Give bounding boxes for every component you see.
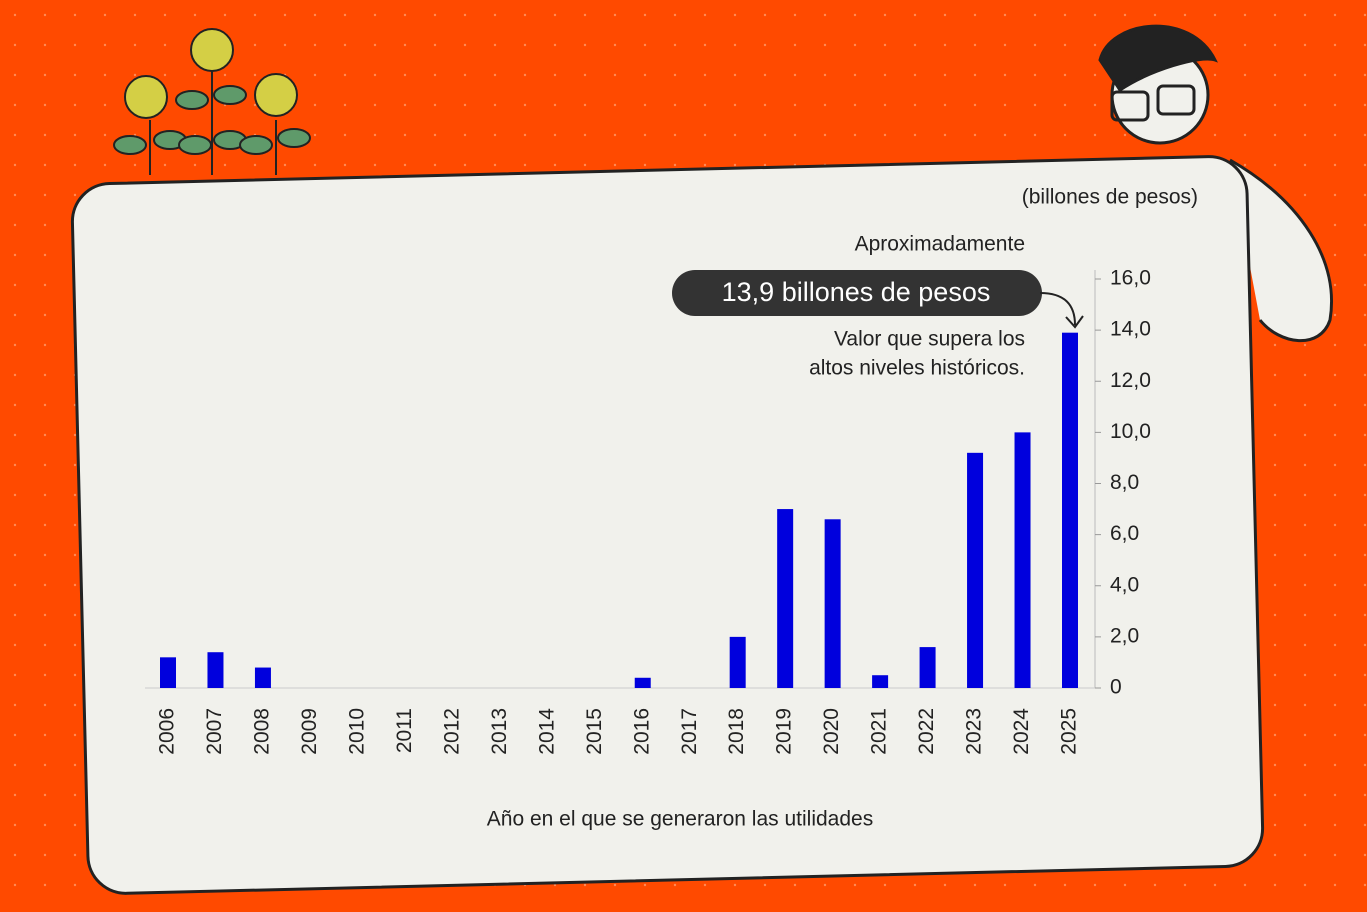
y-tick-label: 14,0 bbox=[1110, 318, 1151, 341]
y-tick-label: 10,0 bbox=[1110, 420, 1151, 443]
x-tick-label: 2012 bbox=[440, 708, 463, 755]
x-tick-label: 2010 bbox=[345, 708, 368, 755]
bar bbox=[1062, 333, 1078, 688]
x-tick-label: 2006 bbox=[156, 708, 179, 755]
x-tick-label: 2025 bbox=[1058, 708, 1081, 755]
y-tick-label: 4,0 bbox=[1110, 573, 1139, 596]
x-tick-label: 2014 bbox=[535, 708, 558, 755]
x-tick-label: 2021 bbox=[868, 708, 891, 755]
x-tick-label: 2017 bbox=[678, 708, 701, 755]
x-tick-label: 2015 bbox=[583, 708, 606, 755]
y-tick-label: 16,0 bbox=[1110, 267, 1151, 290]
annotation-note: Valor que supera los bbox=[834, 328, 1025, 351]
bar bbox=[255, 668, 271, 688]
y-tick-label: 2,0 bbox=[1110, 624, 1139, 647]
x-tick-label: 2013 bbox=[488, 708, 511, 755]
card bbox=[72, 156, 1264, 894]
x-tick-label: 2011 bbox=[393, 708, 416, 753]
x-tick-label: 2020 bbox=[820, 708, 843, 755]
bar bbox=[730, 637, 746, 688]
bar bbox=[635, 678, 651, 688]
bar bbox=[825, 519, 841, 688]
x-tick-label: 2008 bbox=[250, 708, 273, 755]
x-tick-label: 2022 bbox=[915, 708, 938, 755]
x-axis-label: Año en el que se generaron las utilidade… bbox=[487, 808, 873, 831]
bar bbox=[1015, 432, 1031, 688]
annotation-highlight: 13,9 billones de pesos bbox=[722, 277, 991, 307]
y-tick-label: 12,0 bbox=[1110, 369, 1151, 392]
y-tick-label: 8,0 bbox=[1110, 471, 1139, 494]
bar bbox=[207, 652, 223, 688]
chart: (billones de pesos) Aproximadamente 13,9… bbox=[0, 0, 1367, 912]
x-tick-label: 2019 bbox=[773, 708, 796, 755]
bar bbox=[160, 657, 176, 688]
annotation-note: altos niveles históricos. bbox=[809, 357, 1025, 380]
bar bbox=[777, 509, 793, 688]
y-tick-label: 6,0 bbox=[1110, 522, 1139, 545]
bar bbox=[967, 453, 983, 688]
bar bbox=[872, 675, 888, 688]
x-tick-label: 2018 bbox=[725, 708, 748, 755]
x-tick-label: 2016 bbox=[630, 708, 653, 755]
x-tick-label: 2009 bbox=[298, 708, 321, 755]
y-tick-label: 0 bbox=[1110, 676, 1122, 699]
x-tick-label: 2023 bbox=[963, 708, 986, 755]
bar bbox=[920, 647, 936, 688]
x-tick-label: 2024 bbox=[1010, 708, 1033, 755]
x-tick-label: 2007 bbox=[203, 708, 226, 755]
unit-label: (billones de pesos) bbox=[1022, 186, 1198, 209]
annotation-lead: Aproximadamente bbox=[855, 233, 1025, 256]
